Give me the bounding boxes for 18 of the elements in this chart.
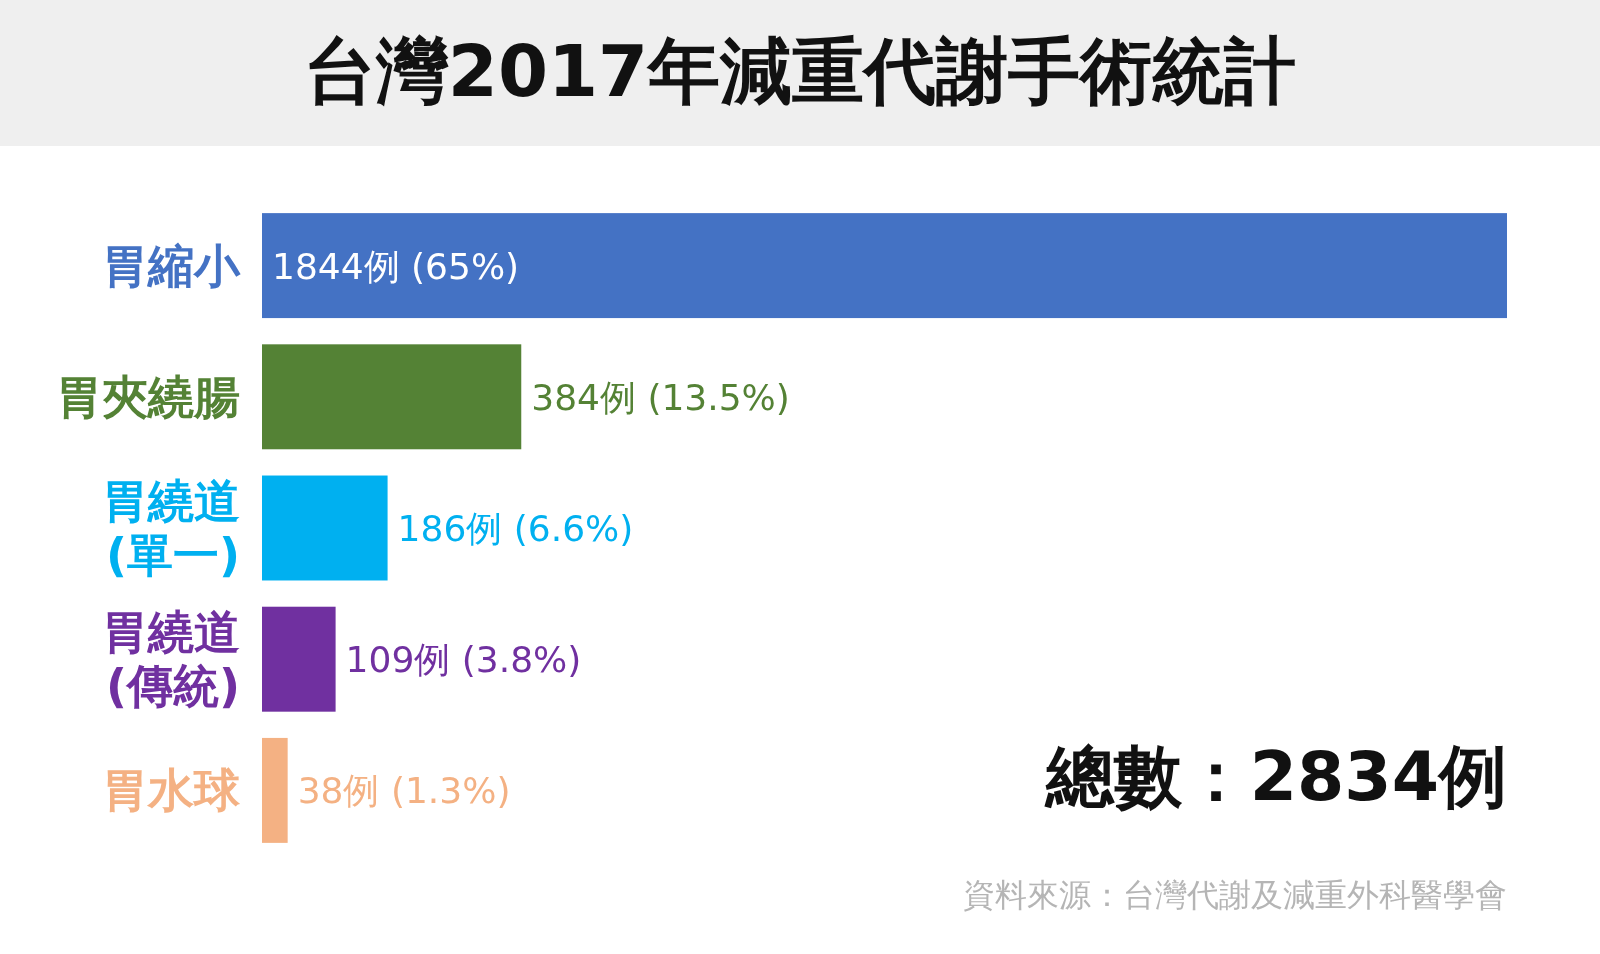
annotation: 總數：2834例 [1043, 737, 1507, 816]
data-label: 38例 (1.3%) [297, 770, 511, 812]
bar [262, 213, 1507, 319]
bar [262, 344, 522, 450]
bar [262, 606, 336, 712]
y-tick-label: 胃繞道 (傳統) [102, 605, 240, 714]
bar [262, 737, 288, 843]
chart-title: 台灣2017年減重代謝手術統計 [303, 29, 1297, 113]
source-note: 資料來源：台灣代謝及減重外科醫學會 [963, 876, 1507, 914]
y-tick-label: 胃夾繞腸 [56, 369, 240, 424]
data-label: 384例 (13.5%) [531, 376, 790, 418]
data-label: 186例 (6.6%) [397, 508, 634, 549]
y-tick-label: 胃水球 [102, 763, 241, 818]
bar [262, 475, 388, 581]
data-label: 109例 (3.8%) [345, 639, 582, 681]
y-tick-label: 胃縮小 [102, 238, 241, 293]
data-label: 1844例 (65%) [272, 245, 520, 287]
y-tick-label: 胃繞道 (單一) [102, 474, 240, 582]
